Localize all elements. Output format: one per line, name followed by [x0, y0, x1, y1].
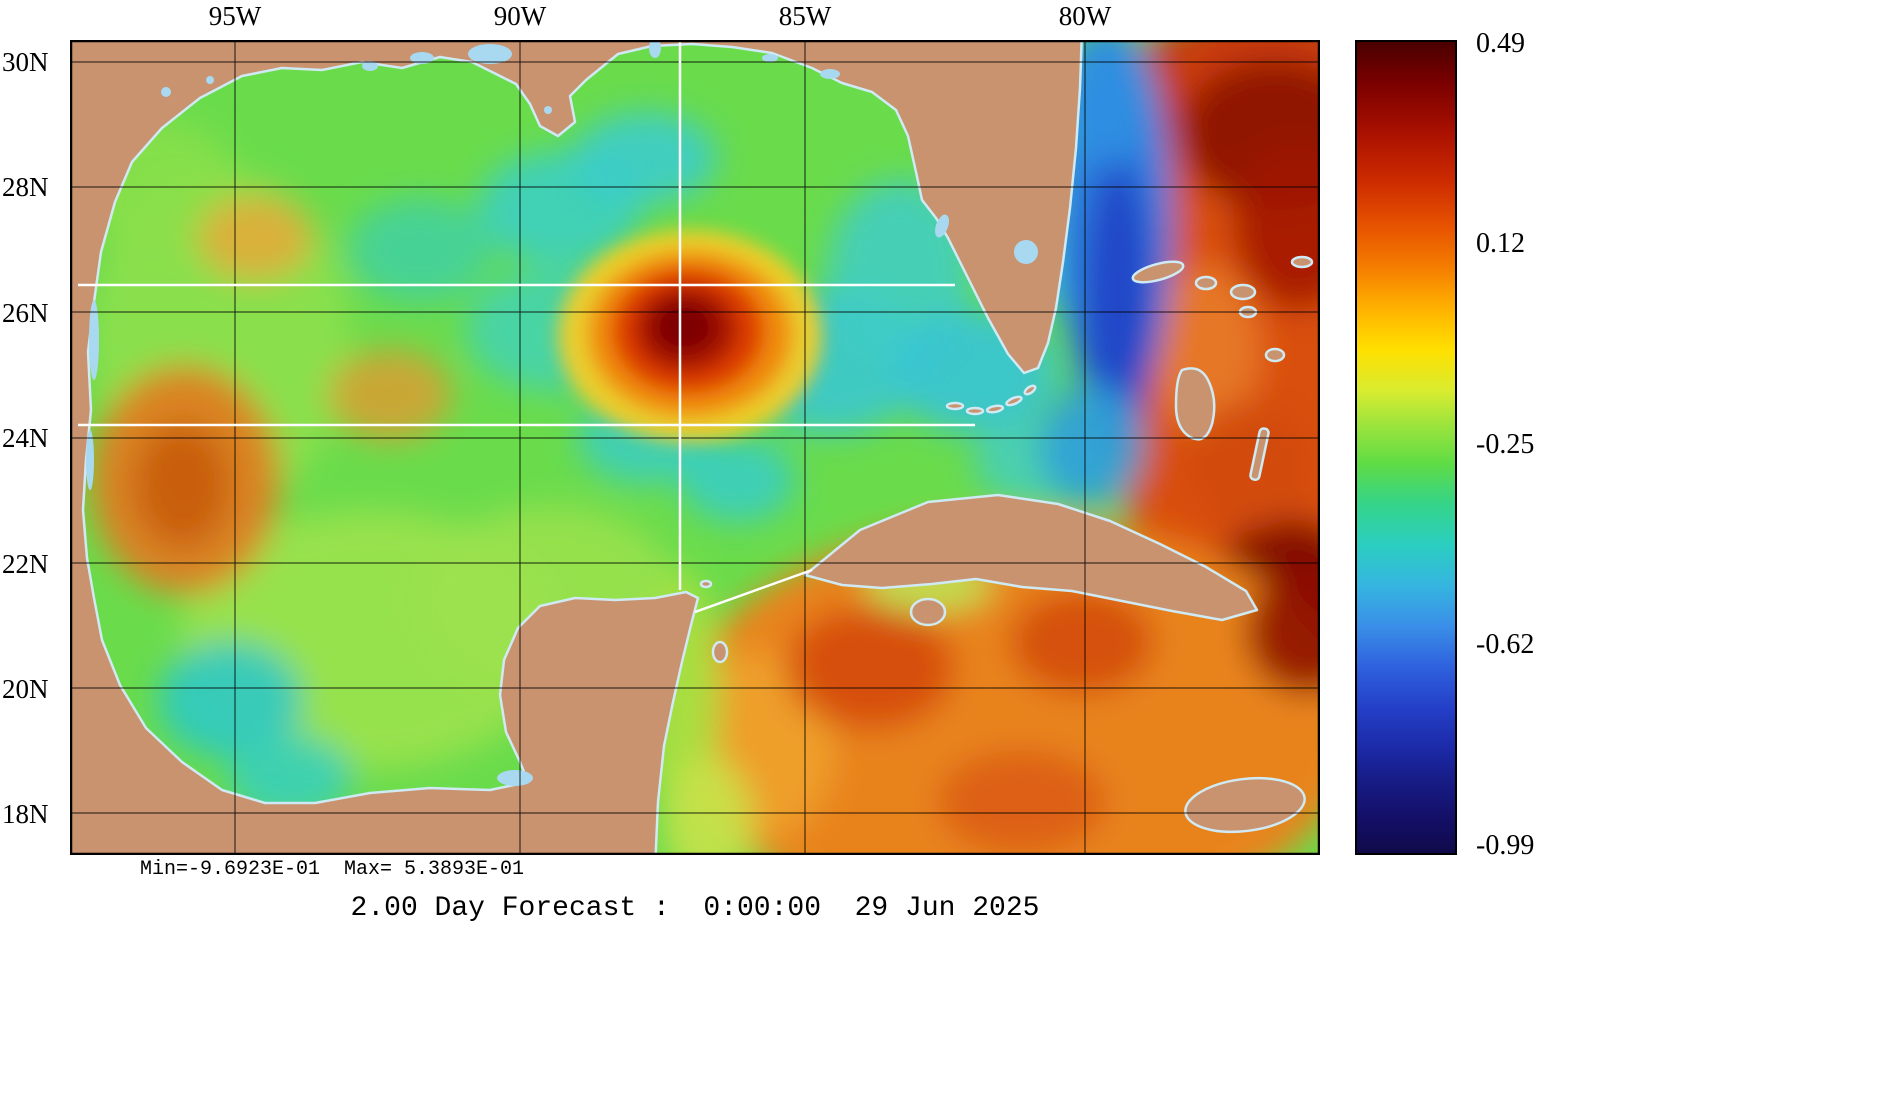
min-max-stats: Min=-9.6923E-01 Max= 5.3893E-01 [140, 858, 525, 881]
graticule [70, 40, 1320, 855]
loop-current-eddy [558, 230, 822, 442]
florida-keys [1005, 395, 1023, 407]
lakes [86, 40, 1038, 786]
jamaica [1184, 776, 1306, 834]
y-tick-22n: 22N [2, 549, 49, 579]
laguna-madre [89, 300, 99, 380]
panhandle-bay [820, 69, 840, 79]
inland-lake [206, 76, 214, 84]
cozumel [711, 640, 729, 664]
bahamas-island [1229, 283, 1257, 301]
colorbar-tick-2: 0.12 [1476, 228, 1525, 259]
colorbar-tick-min: -0.99 [1476, 830, 1535, 861]
sea-surface-height-field [70, 40, 1320, 855]
land-masses [70, 40, 1314, 855]
andros-island [1174, 367, 1216, 441]
y-tick-30n: 30N [2, 47, 49, 77]
louisiana-lake [362, 61, 378, 71]
y-tick-20n: 20N [2, 674, 49, 704]
y-tick-26n: 26N [2, 298, 49, 328]
florida-keys [965, 406, 985, 416]
louisiana-lake [410, 52, 434, 64]
delta-pond [544, 106, 552, 114]
tampa-bay [935, 214, 949, 238]
bahamas-island [1290, 255, 1314, 269]
lake-okeechobee [1014, 240, 1038, 264]
colorbar-tick-3: -0.25 [1476, 429, 1535, 460]
colorbar-tick-max: 0.49 [1476, 28, 1525, 59]
florida-keys [945, 401, 965, 411]
panhandle-bay [762, 54, 778, 62]
map-frame [70, 40, 1320, 855]
small-island [699, 579, 713, 589]
laguna-de-terminos [497, 770, 533, 786]
transect-lines [78, 40, 975, 614]
transect-diagonal [694, 568, 813, 614]
lake-pontchartrain [468, 44, 512, 64]
bahamas-island [1131, 260, 1185, 284]
laguna-madre-south [86, 430, 94, 490]
forecast-caption: 2.00 Day Forecast : 0:00:00 29 Jun 2025 [350, 893, 1040, 924]
bahamas-island [1194, 275, 1218, 291]
y-tick-18n: 18N [2, 799, 49, 829]
x-tick-90w: 90W [493, 1, 547, 31]
bahamas-island [1264, 347, 1286, 363]
x-tick-85w: 85W [778, 1, 832, 31]
florida-keys [985, 404, 1005, 414]
isla-de-la-juventud [909, 597, 947, 627]
mobile-bay [649, 40, 661, 58]
gulf-of-mexico-map [70, 40, 1320, 855]
eleuthera-island [1249, 427, 1270, 481]
north-america-mexico-florida-landmass [70, 40, 1083, 855]
x-tick-80w: 80W [1058, 1, 1112, 31]
x-tick-95w: 95W [208, 1, 262, 31]
colorbar-tick-4: -0.62 [1476, 629, 1535, 660]
cuba [803, 493, 1259, 622]
colorbar [1355, 40, 1457, 855]
y-tick-28n: 28N [2, 172, 49, 202]
y-tick-24n: 24N [2, 423, 49, 453]
colorbar-gradient [1357, 42, 1455, 853]
inland-lake [161, 87, 171, 97]
florida-keys [1023, 384, 1037, 396]
